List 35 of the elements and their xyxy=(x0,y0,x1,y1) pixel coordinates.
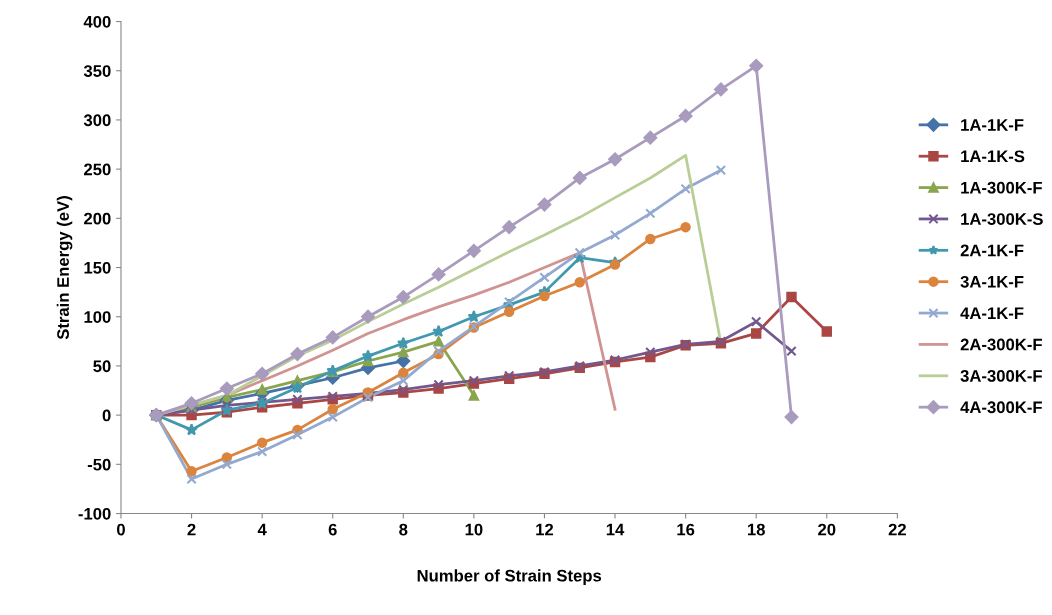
y-tick-label: 250 xyxy=(84,163,111,176)
x-axis-title: Number of Strain Steps xyxy=(417,569,602,585)
x-tick-label: 4 xyxy=(257,523,267,536)
legend-label: 4A-300K-F xyxy=(960,401,1042,414)
x-tick-label: 6 xyxy=(328,523,337,536)
x-tick-label: 0 xyxy=(117,523,125,536)
x-tick-label: 20 xyxy=(818,523,836,536)
y-tick-label: 200 xyxy=(84,212,111,225)
legend-label: 2A-300K-F xyxy=(960,338,1042,351)
y-tick-label: 150 xyxy=(84,261,111,274)
legend-label: 3A-1K-F xyxy=(960,275,1024,288)
x-tick-label: 14 xyxy=(606,523,625,536)
y-tick-label: 100 xyxy=(84,311,111,323)
x-tick-label: 2 xyxy=(187,523,196,536)
legend-label: 2A-1K-F xyxy=(960,244,1024,257)
legend-label: 4A-1K-F xyxy=(960,307,1024,319)
x-tick-label: 8 xyxy=(399,523,408,536)
x-tick-label: 18 xyxy=(747,523,765,536)
y-tick-label: 50 xyxy=(93,360,111,373)
x-tick-label: 12 xyxy=(536,523,554,536)
x-tick-label: 16 xyxy=(677,523,695,536)
legend-label: 1A-1K-S xyxy=(961,150,1025,163)
legend-label: 1A-300K-S xyxy=(961,213,1043,225)
y-tick-label: -100 xyxy=(78,507,111,520)
y-tick-label: 350 xyxy=(83,65,111,77)
y-tick-label: 400 xyxy=(83,15,111,28)
legend-label: 3A-300K-F xyxy=(960,369,1042,382)
y-axis-title: Strain Energy (eV) xyxy=(56,196,73,340)
x-tick-label: 10 xyxy=(465,523,483,536)
legend-label: 1A-1K-F xyxy=(961,119,1024,131)
y-tick-label: 300 xyxy=(83,114,111,127)
x-tick-label: 22 xyxy=(888,523,906,536)
legend-label: 1A-300K-F xyxy=(961,181,1042,194)
y-tick-label: 0 xyxy=(102,409,111,422)
y-tick-label: -50 xyxy=(87,458,111,471)
